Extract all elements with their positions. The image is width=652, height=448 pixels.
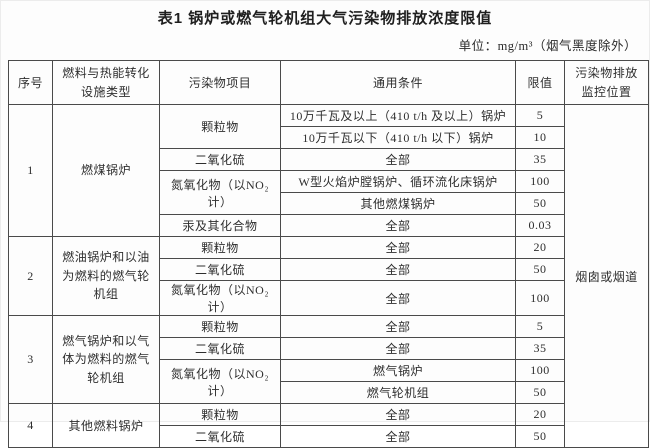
condition-cell: W型火焰炉膛锅炉、循环流化床锅炉 (280, 170, 516, 193)
condition-cell: 全部 (280, 280, 516, 316)
header-facility: 燃料与热能转化 设施类型 (52, 60, 160, 105)
table-row: 4 其他燃料锅炉 颗粒物 全部 20 (8, 403, 649, 448)
table-row: 3 燃气锅炉和以气 体为燃料的燃气 轮机组 颗粒物 全部 5 (8, 315, 649, 404)
pollutant-cell: 汞及其化合物 (159, 214, 281, 237)
pollutant-cell: 颗粒物 (159, 315, 281, 338)
limit-cell: 5 (515, 104, 565, 127)
condition-cell: 燃气轮机组 (280, 381, 516, 404)
unit-note: 单位：mg/m³（烟气黑度除外） (458, 39, 637, 53)
pollutant-cell: 氮氧化物（以NO₂计） (159, 359, 281, 404)
condition-cell: 其他燃煤锅炉 (280, 192, 516, 215)
pollutant-cell: 氮氧化物（以NO₂计） (159, 170, 281, 215)
limit-cell: 100 (515, 280, 565, 316)
limit-cell: 20 (515, 236, 565, 259)
section-no: 2 (8, 236, 53, 316)
condition-cell: 全部 (280, 236, 516, 259)
header-limit: 限值 (515, 60, 565, 105)
table-row: 10万千瓦以下（410 t/h 以下）锅炉 10 (9, 126, 649, 149)
condition-cell: 全部 (280, 258, 516, 281)
pollutant-cell: 二氧化硫 (159, 337, 281, 360)
condition-cell: 全部 (280, 403, 516, 426)
limit-cell: 5 (515, 315, 565, 338)
limit-cell: 35 (515, 148, 565, 171)
facility-cell: 燃油锅炉和以油 为燃料的燃气轮 机组 (52, 236, 160, 316)
emission-limits-table: 序号 燃料与热能转化 设施类型 污染物项目 通用条件 限值 污染物排放 监控位置… (8, 60, 649, 448)
limit-cell: 100 (515, 359, 565, 382)
condition-cell: 全部 (280, 214, 516, 237)
table-row: 氮氧化物（以NO₂计） W型火焰炉膛锅炉、循环流化床锅炉 100 (9, 170, 649, 215)
facility-cell: 燃煤锅炉 (52, 104, 160, 237)
pollutant-cell: 氮氧化物（以NO₂计） (159, 280, 281, 316)
section-no: 4 (8, 403, 53, 448)
limit-cell: 50 (515, 425, 565, 448)
monitoring-location-cell: 烟囱或烟道 (564, 104, 649, 448)
limit-cell: 10 (515, 126, 565, 149)
header-condition: 通用条件 (280, 60, 516, 105)
table-title: 表1 锅炉或燃气轮机组大气污染物排放浓度限值 (157, 10, 493, 27)
section-no: 1 (8, 104, 53, 237)
limit-cell: 50 (515, 192, 565, 215)
table-row: 氮氧化物（以NO₂计） 燃气锅炉 100 (9, 359, 649, 404)
pollutant-cell: 颗粒物 (159, 236, 281, 259)
pollutant-cell: 二氧化硫 (159, 148, 281, 171)
header-monitor: 污染物排放 监控位置 (564, 60, 649, 105)
limit-cell: 50 (515, 258, 565, 281)
condition-cell: 全部 (280, 337, 516, 360)
limit-cell: 35 (515, 337, 565, 360)
condition-cell: 10万千瓦及以上（410 t/h 及以上）锅炉 (280, 104, 516, 127)
limit-cell: 100 (515, 170, 565, 193)
pollutant-cell: 二氧化硫 (159, 258, 281, 281)
condition-cell: 燃气锅炉 (280, 359, 516, 382)
table-row: 二氧化硫 全部 50 (9, 258, 649, 281)
section-no: 3 (8, 315, 53, 404)
header-no: 序号 (8, 60, 53, 105)
facility-cell: 其他燃料锅炉 (52, 403, 160, 448)
limit-cell: 0.03 (515, 214, 565, 237)
limit-cell: 20 (515, 403, 565, 426)
header-pollutant: 污染物项目 (159, 60, 281, 105)
pollutant-cell: 二氧化硫 (159, 425, 281, 448)
header-row: 序号 燃料与热能转化 设施类型 污染物项目 通用条件 限值 污染物排放 监控位置 (8, 60, 649, 105)
table-row: 1 燃煤锅炉 颗粒物 10万千瓦及以上（410 t/h 及以上）锅炉 5 烟囱或… (8, 104, 649, 448)
condition-cell: 全部 (280, 425, 516, 448)
pollutant-cell: 颗粒物 (159, 403, 281, 426)
pollutant-cell: 颗粒物 (159, 104, 281, 149)
limit-cell: 50 (515, 381, 565, 404)
table-row: 氮氧化物（以NO₂计） 全部 100 (9, 280, 649, 316)
condition-cell: 10万千瓦以下（410 t/h 以下）锅炉 (280, 126, 516, 149)
facility-cell: 燃气锅炉和以气 体为燃料的燃气 轮机组 (52, 315, 160, 404)
table-row: 2 燃油锅炉和以油 为燃料的燃气轮 机组 颗粒物 全部 20 (8, 236, 649, 316)
condition-cell: 全部 (280, 315, 516, 338)
condition-cell: 全部 (280, 148, 516, 171)
